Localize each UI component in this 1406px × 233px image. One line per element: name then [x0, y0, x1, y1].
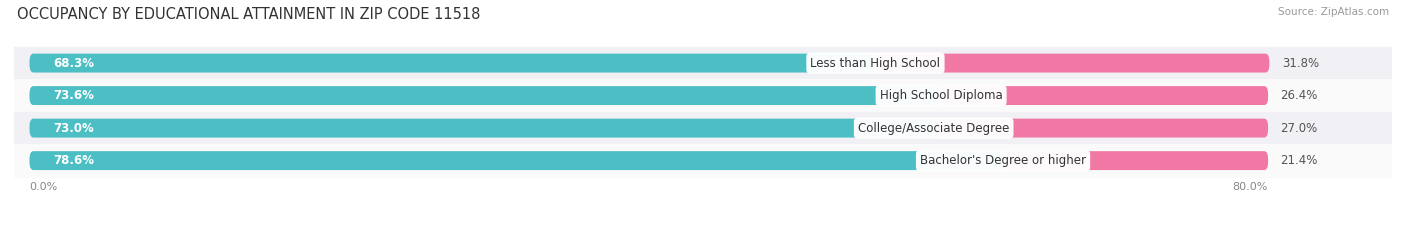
FancyBboxPatch shape [1002, 151, 1268, 170]
Text: 26.4%: 26.4% [1281, 89, 1317, 102]
FancyBboxPatch shape [30, 151, 1002, 170]
Text: Bachelor's Degree or higher: Bachelor's Degree or higher [920, 154, 1085, 167]
FancyBboxPatch shape [934, 119, 1268, 137]
Text: 27.0%: 27.0% [1281, 122, 1317, 135]
FancyBboxPatch shape [30, 54, 1268, 72]
Text: OCCUPANCY BY EDUCATIONAL ATTAINMENT IN ZIP CODE 11518: OCCUPANCY BY EDUCATIONAL ATTAINMENT IN Z… [17, 7, 481, 22]
FancyBboxPatch shape [30, 86, 941, 105]
Text: 73.6%: 73.6% [53, 89, 94, 102]
Text: 78.6%: 78.6% [53, 154, 94, 167]
FancyBboxPatch shape [941, 86, 1268, 105]
Bar [14, 79, 1392, 112]
FancyBboxPatch shape [30, 119, 1268, 137]
Text: High School Diploma: High School Diploma [880, 89, 1002, 102]
Text: 21.4%: 21.4% [1281, 154, 1317, 167]
Bar [14, 112, 1392, 144]
FancyBboxPatch shape [30, 151, 1268, 170]
Text: Source: ZipAtlas.com: Source: ZipAtlas.com [1278, 7, 1389, 17]
Text: College/Associate Degree: College/Associate Degree [858, 122, 1010, 135]
FancyBboxPatch shape [30, 86, 1268, 105]
Text: 80.0%: 80.0% [1233, 182, 1268, 192]
FancyBboxPatch shape [30, 119, 934, 137]
Text: 0.0%: 0.0% [30, 182, 58, 192]
Text: 73.0%: 73.0% [53, 122, 94, 135]
FancyBboxPatch shape [30, 54, 876, 72]
Bar [14, 47, 1392, 79]
Text: 31.8%: 31.8% [1282, 57, 1319, 70]
FancyBboxPatch shape [876, 54, 1270, 72]
Bar [14, 144, 1392, 177]
Text: 68.3%: 68.3% [53, 57, 94, 70]
Text: Less than High School: Less than High School [810, 57, 941, 70]
